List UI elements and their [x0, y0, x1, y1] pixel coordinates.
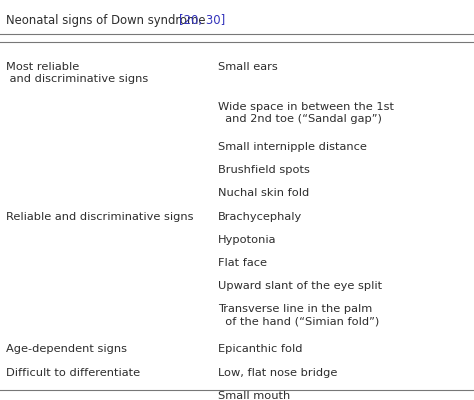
Text: Small ears: Small ears: [218, 62, 278, 72]
Text: Small mouth: Small mouth: [218, 391, 290, 400]
Text: Nuchal skin fold: Nuchal skin fold: [218, 188, 310, 198]
Text: Low, flat nose bridge: Low, flat nose bridge: [218, 368, 337, 378]
Text: Age-dependent signs: Age-dependent signs: [6, 344, 127, 354]
Text: Epicanthic fold: Epicanthic fold: [218, 344, 302, 354]
Text: Neonatal signs of Down syndrome: Neonatal signs of Down syndrome: [6, 14, 209, 27]
Text: Upward slant of the eye split: Upward slant of the eye split: [218, 281, 382, 291]
Text: Wide space in between the 1st
  and 2nd toe (“Sandal gap”): Wide space in between the 1st and 2nd to…: [218, 102, 394, 124]
Text: Reliable and discriminative signs: Reliable and discriminative signs: [6, 212, 193, 222]
Text: Flat face: Flat face: [218, 258, 267, 268]
Text: [20, 30]: [20, 30]: [179, 14, 225, 27]
Text: Small internipple distance: Small internipple distance: [218, 142, 367, 152]
Text: Brushfield spots: Brushfield spots: [218, 165, 310, 175]
Text: Transverse line in the palm
  of the hand (“Simian fold”): Transverse line in the palm of the hand …: [218, 304, 379, 327]
Text: Hypotonia: Hypotonia: [218, 235, 276, 245]
Text: Most reliable
 and discriminative signs: Most reliable and discriminative signs: [6, 62, 148, 84]
Text: Brachycephaly: Brachycephaly: [218, 212, 302, 222]
Text: Difficult to differentiate: Difficult to differentiate: [6, 368, 140, 378]
